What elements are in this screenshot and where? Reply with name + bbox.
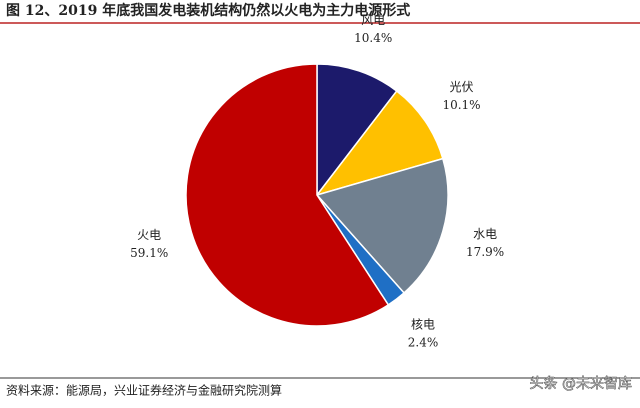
slice-value-label: 59.1% bbox=[130, 246, 168, 260]
slice-label: 火电 bbox=[137, 228, 161, 242]
slice-value-label: 10.4% bbox=[354, 31, 392, 45]
slice-label: 核电 bbox=[411, 318, 435, 332]
slice-value-label: 10.1% bbox=[442, 98, 480, 112]
slice-label: 风电 bbox=[361, 13, 385, 27]
pie-slice bbox=[185, 63, 390, 327]
slice-label: 水电 bbox=[473, 227, 497, 241]
slice-value-label: 2.4% bbox=[408, 336, 439, 350]
pie-slice bbox=[315, 157, 449, 294]
slice-label: 光伏 bbox=[450, 80, 474, 94]
pie-slice bbox=[316, 63, 398, 198]
watermark: 头条 @未来智库 bbox=[530, 375, 632, 392]
chart-title: 图 12、2019 年底我国发电装机结构仍然以火电为主力电源形式 bbox=[6, 2, 410, 19]
pie-slice bbox=[315, 89, 444, 197]
slice-value-label: 17.9% bbox=[466, 245, 504, 259]
source: 资料来源：能源局，兴业证券经济与金融研究院测算 bbox=[6, 383, 282, 398]
